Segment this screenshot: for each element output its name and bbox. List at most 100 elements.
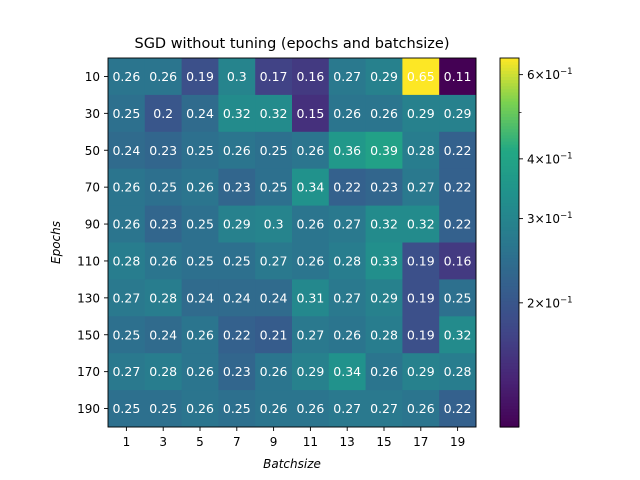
heatmap-cell — [328, 168, 366, 206]
y-tick-label: 110 — [77, 254, 100, 268]
cell-value-label: 0.25 — [112, 106, 140, 121]
cell-value-label: 0.27 — [112, 290, 140, 305]
heatmap-cell — [292, 94, 330, 133]
heatmap-cell — [328, 353, 366, 391]
cell-value-label: 0.26 — [223, 143, 251, 158]
heatmap-cell — [255, 131, 293, 170]
cell-value-label: 0.27 — [333, 290, 361, 305]
colorbar-segment — [500, 131, 519, 136]
heatmap-cell — [255, 390, 293, 428]
colorbar-segment — [500, 107, 519, 111]
colorbar-segment — [500, 282, 519, 287]
colorbar-segment — [500, 267, 519, 271]
colorbar-segment — [500, 227, 519, 231]
heatmap-cell — [402, 168, 440, 206]
colorbar-segment — [500, 104, 519, 108]
heatmap-cell — [439, 390, 477, 428]
cell-value-label: 0.32 — [223, 106, 251, 121]
cell-value-label: 0.3 — [227, 69, 247, 84]
heatmap-cell — [255, 316, 293, 354]
heatmap-cell — [292, 131, 330, 170]
heatmap-cell — [108, 168, 146, 206]
heatmap-cell — [292, 242, 330, 280]
cell-value-label: 0.23 — [223, 364, 251, 379]
cell-value-label: 0.29 — [407, 364, 435, 379]
colorbar-segment — [500, 73, 519, 78]
cell-value-label: 0.26 — [260, 364, 288, 379]
heatmap-cell — [218, 168, 256, 206]
colorbar-segment — [500, 134, 519, 139]
heatmap-cell — [181, 390, 219, 428]
heatmap-cell — [402, 94, 440, 133]
colorbar-segment — [500, 396, 519, 400]
colorbar-segment — [500, 190, 519, 194]
colorbar-segment — [500, 377, 519, 382]
colorbar-segment — [500, 88, 519, 93]
heatmap-cell — [365, 390, 403, 428]
heatmap-cell — [218, 94, 256, 133]
colorbar-segment — [500, 380, 519, 385]
heatmap-cell — [108, 94, 146, 133]
colorbar-segment — [500, 150, 519, 154]
cell-value-label: 0.65 — [407, 69, 435, 84]
colorbar-segment — [500, 196, 519, 201]
heatmap-cell — [328, 390, 366, 428]
colorbar-segment — [500, 347, 519, 351]
colorbar-segment — [500, 162, 519, 167]
cell-value-label: 0.17 — [260, 69, 288, 84]
heatmap-cell — [218, 205, 256, 243]
colorbar-segment — [500, 245, 519, 250]
heatmap-cell — [218, 242, 256, 280]
heatmap-cell — [255, 58, 293, 96]
heatmap-cell — [108, 390, 146, 428]
heatmap-cell — [402, 58, 440, 96]
colorbar-segment — [500, 168, 519, 173]
colorbar-segment — [500, 76, 519, 81]
colorbar-segment — [500, 61, 519, 65]
heatmap-cell — [292, 316, 330, 354]
cell-value-label: 0.22 — [333, 180, 361, 195]
cell-value-label: 0.25 — [260, 143, 288, 158]
heatmap-cell — [108, 131, 146, 170]
y-tick-label: 50 — [85, 144, 100, 158]
heatmap-cell — [181, 242, 219, 280]
chart-title: SGD without tuning (epochs and batchsize… — [134, 36, 449, 52]
colorbar-segment — [500, 156, 519, 161]
heatmap-cell — [144, 94, 182, 133]
cell-value-label: 0.29 — [444, 106, 472, 121]
colorbar-segment — [500, 110, 519, 114]
colorbar-segment — [500, 365, 519, 370]
cell-value-label: 0.23 — [149, 217, 177, 232]
colorbar-segment — [500, 153, 519, 157]
cell-value-label: 0.26 — [333, 106, 361, 121]
colorbar-segment — [500, 224, 519, 228]
colorbar-segment — [500, 230, 519, 234]
x-tick-label: 17 — [413, 435, 428, 449]
cell-value-label: 0.22 — [444, 143, 472, 158]
cell-value-label: 0.19 — [407, 253, 435, 268]
heatmap-cell — [255, 279, 293, 317]
colorbar-segment — [500, 294, 519, 299]
cell-value-label: 0.26 — [333, 327, 361, 342]
heatmap-cell — [218, 353, 256, 391]
heatmap-cell — [218, 131, 256, 170]
cell-value-label: 0.16 — [444, 253, 472, 268]
heatmap-cell — [144, 168, 182, 206]
colorbar-segment — [500, 181, 519, 185]
y-tick-label: 90 — [85, 218, 100, 232]
colorbar-segment — [500, 165, 519, 170]
cell-value-label: 0.26 — [112, 217, 140, 232]
cell-value-label: 0.27 — [333, 69, 361, 84]
heatmap-cell — [218, 279, 256, 317]
cell-value-label: 0.27 — [333, 217, 361, 232]
cell-value-label: 0.28 — [112, 253, 140, 268]
heatmap-cell — [365, 279, 403, 317]
colorbar-segment — [500, 70, 519, 74]
heatmap-cell — [328, 205, 366, 243]
heatmap-cell — [144, 205, 182, 243]
cell-value-label: 0.25 — [186, 253, 214, 268]
heatmap-cell — [255, 242, 293, 280]
heatmap-cell — [402, 242, 440, 280]
colorbar-segment — [500, 408, 519, 413]
colorbar-segment — [500, 374, 519, 379]
